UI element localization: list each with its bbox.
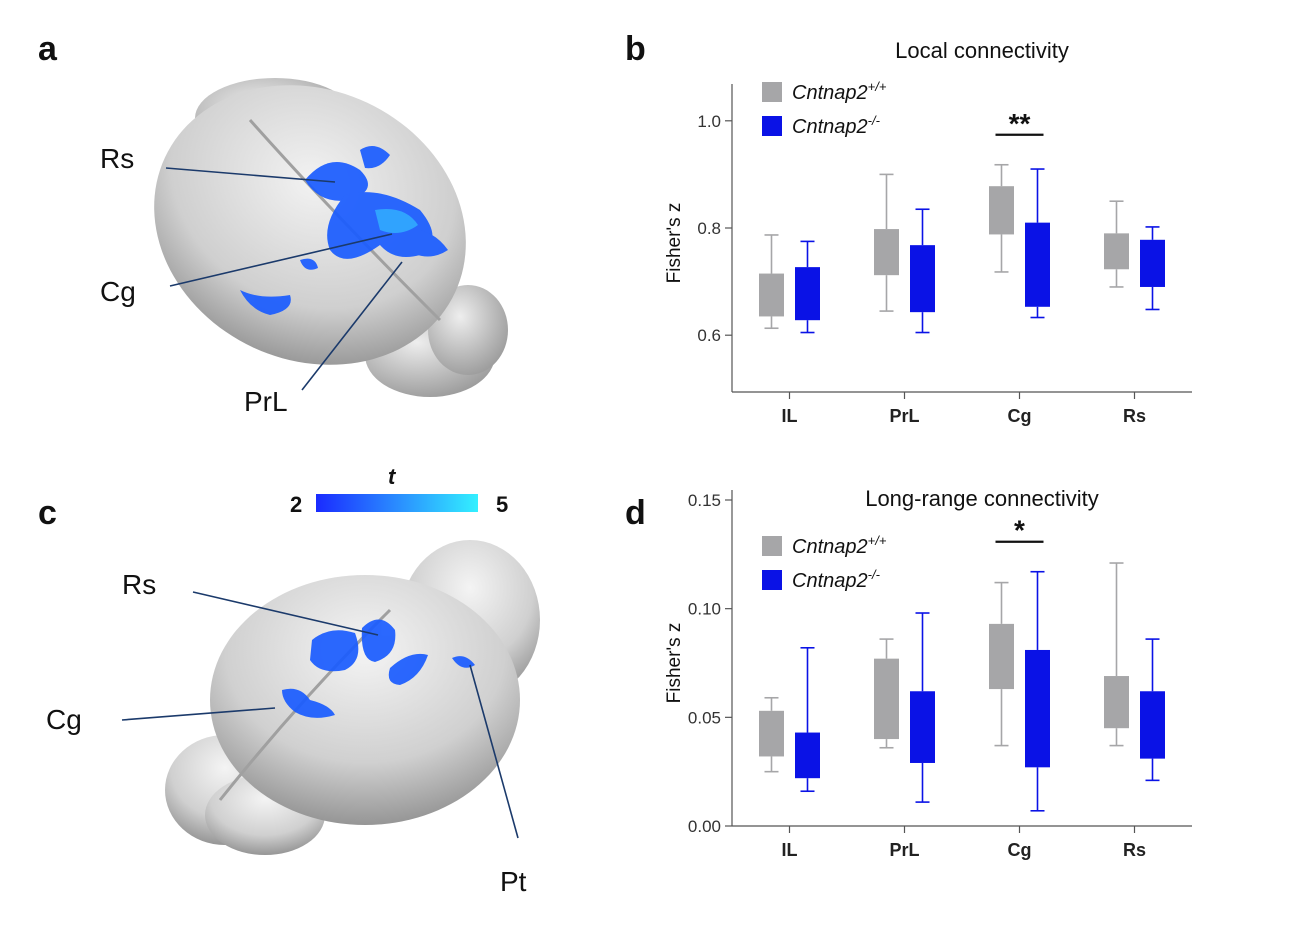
significance-marker: ** (1009, 108, 1031, 139)
y-tick-label: 0.6 (697, 326, 721, 345)
x-tick-label: IL (782, 840, 798, 860)
cortex-c (210, 575, 520, 825)
legend-swatch (762, 536, 782, 556)
y-axis-label: Fisher's z (664, 623, 685, 704)
brain-rendering-a (154, 78, 508, 397)
legend-swatch (762, 82, 782, 102)
colorbar-min-label: 2 (290, 492, 303, 517)
box-body (1025, 649, 1050, 768)
colorbar-symbol: t (388, 464, 396, 489)
region-label-prl-a: PrL (244, 386, 288, 417)
legend-swatch (762, 116, 782, 136)
box-cg-series-1 (1025, 570, 1050, 812)
region-label-rs-c: Rs (122, 569, 157, 600)
box-il-series-1 (795, 240, 820, 334)
box-rs-series-1 (1140, 226, 1165, 311)
panel-letter-b: b (625, 30, 646, 68)
box-body (874, 658, 899, 740)
box-body (989, 186, 1014, 235)
box-cg-series-0 (989, 163, 1014, 273)
y-tick-label: 0.00 (688, 817, 721, 836)
legend-label: Cntnap2+/+ (792, 533, 887, 558)
region-label-cg-a: Cg (100, 276, 136, 307)
colorbar-max-label: 5 (496, 492, 509, 517)
leader-lines-a (165, 167, 403, 391)
legend-label: Cntnap2-/- (792, 113, 881, 138)
box-prl-series-1 (910, 612, 935, 803)
legend-swatch (762, 570, 782, 590)
x-tick-label: Rs (1123, 406, 1146, 426)
box-body (1104, 233, 1129, 270)
box-rs-series-1 (1140, 638, 1165, 782)
box-body (795, 267, 820, 321)
brain-rendering-c (121, 540, 540, 855)
box-body (795, 732, 820, 779)
region-label-cg-c: Cg (46, 704, 82, 735)
x-tick-label: Rs (1123, 840, 1146, 860)
chart-title: Local connectivity (895, 38, 1069, 63)
leader-lines-c (121, 591, 519, 839)
panel-letter-c: c (38, 494, 57, 532)
box-body (989, 623, 1014, 690)
box-prl-series-1 (910, 208, 935, 334)
box-body (759, 710, 784, 757)
box-prl-series-0 (874, 638, 899, 749)
olfactory-bulb-right-a (428, 285, 508, 375)
box-rs-series-0 (1104, 200, 1129, 288)
box-body (910, 245, 935, 313)
y-tick-label: 1.0 (697, 112, 721, 131)
box-body (874, 229, 899, 276)
box-body (910, 691, 935, 763)
legend-label: Cntnap2-/- (792, 567, 881, 592)
region-label-rs-a: Rs (100, 143, 135, 174)
x-tick-label: IL (782, 406, 798, 426)
legend-label: Cntnap2+/+ (792, 79, 887, 104)
chart-local-connectivity: Local connectivity Fisher's z 0.6 0.8 1.0 IL P… (664, 38, 1192, 426)
x-tick-label: Cg (1008, 840, 1032, 860)
box-body (759, 273, 784, 317)
box-il-series-0 (759, 696, 784, 773)
colorbar-strip (316, 494, 478, 512)
panel-letter-a: a (38, 30, 57, 68)
y-tick-label: 0.10 (688, 600, 721, 619)
y-tick-label: 0.05 (688, 708, 721, 727)
y-tick-label: 0.15 (688, 491, 721, 510)
box-body (1140, 239, 1165, 287)
y-tick-label: 0.8 (697, 219, 721, 238)
y-axis-label: Fisher's z (664, 203, 685, 284)
panel-letter-d: d (625, 494, 646, 532)
box-il-series-1 (795, 646, 820, 793)
box-body (1104, 676, 1129, 729)
x-tick-label: PrL (889, 406, 919, 426)
box-prl-series-0 (874, 173, 899, 312)
region-label-pt-c: Pt (500, 866, 527, 897)
box-cg-series-1 (1025, 168, 1050, 319)
activation-clusters-c (282, 619, 475, 718)
x-tick-label: PrL (889, 840, 919, 860)
x-tick-label: Cg (1008, 406, 1032, 426)
chart-long-range-connectivity: Long-range connectivity Fisher's z 0.00 0.0… (664, 486, 1192, 860)
box-rs-series-0 (1104, 562, 1129, 747)
box-body (1025, 222, 1050, 307)
box-il-series-0 (759, 234, 784, 330)
box-cg-series-0 (989, 581, 1014, 747)
box-body (1140, 691, 1165, 759)
chart-title: Long-range connectivity (865, 486, 1099, 511)
significance-marker: * (1014, 515, 1025, 546)
